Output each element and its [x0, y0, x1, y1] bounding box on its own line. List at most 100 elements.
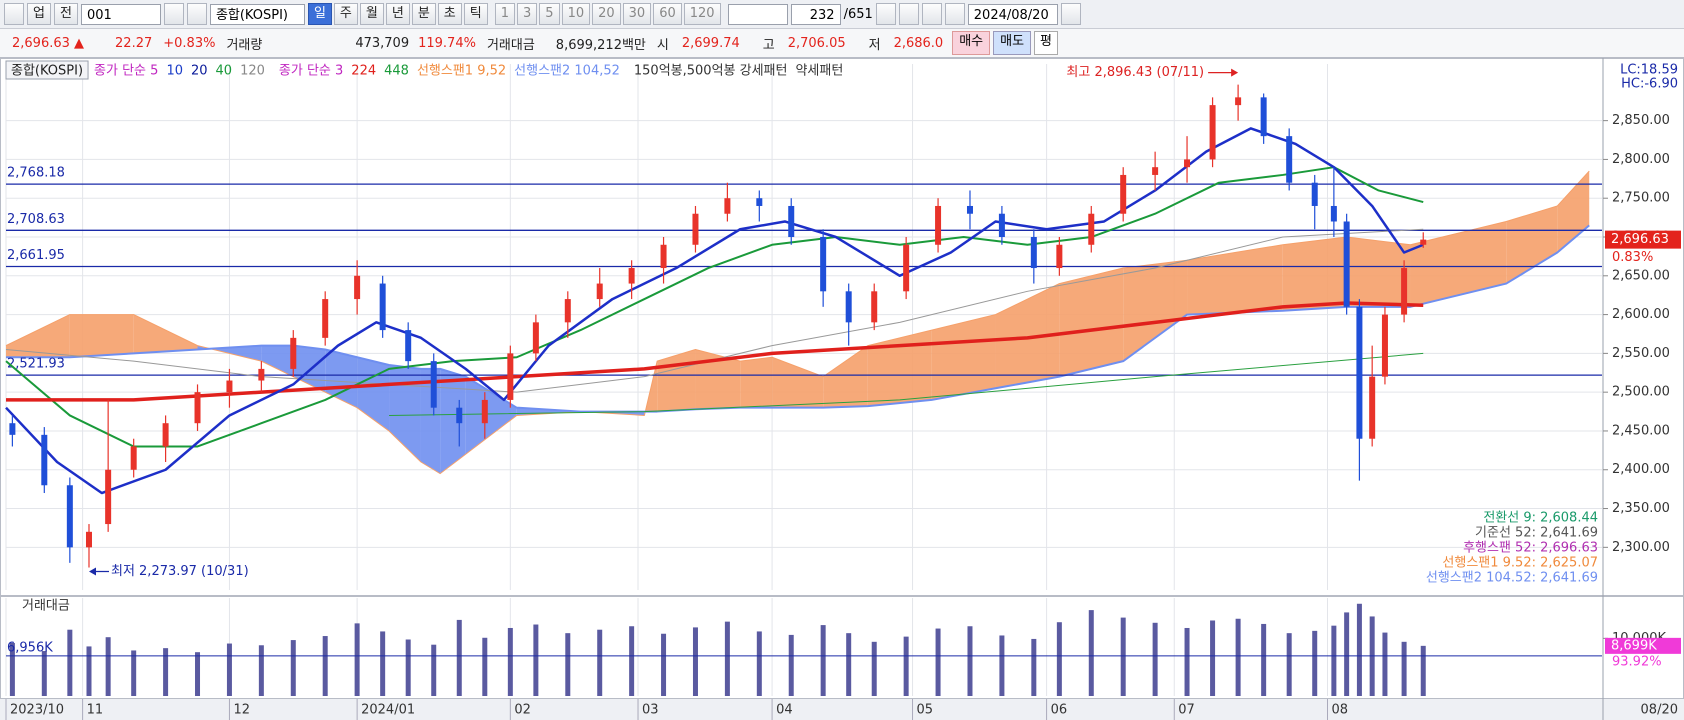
candle-body: [660, 244, 667, 269]
volume-bar: [692, 627, 698, 696]
interval-button[interactable]: 30: [622, 3, 652, 25]
interval-button[interactable]: 5: [539, 3, 560, 25]
volume-bar: [533, 624, 539, 696]
cloud-segment: [440, 368, 466, 474]
candle-body: [430, 361, 437, 408]
menu-icon[interactable]: [4, 3, 24, 25]
volume-bar: [565, 633, 571, 696]
prev-button[interactable]: 전: [53, 3, 78, 25]
label: 시: [656, 37, 669, 53]
sell-button[interactable]: 매도: [993, 31, 1032, 55]
cloud-segment: [1282, 237, 1347, 311]
period-button[interactable]: 주: [333, 3, 358, 25]
volume-bar: [431, 644, 437, 696]
candle-body: [845, 291, 852, 323]
candle-body: [405, 330, 412, 362]
volume-title: 거래대금: [22, 599, 70, 614]
volume-bar: [1210, 620, 1216, 696]
high-arrow-head: [1231, 68, 1239, 77]
volume-bar: [871, 641, 877, 696]
x-tick-label: 2024/01: [361, 703, 415, 718]
settings-icon[interactable]: [944, 3, 965, 25]
legend-item: 종가 단순 3: [279, 64, 343, 79]
cloud-segment: [1187, 244, 1283, 315]
interval-button[interactable]: 120: [683, 3, 721, 25]
volume-ratio: 93.92%: [1612, 654, 1662, 669]
legend-item: 종가 단순 5: [94, 64, 158, 79]
period-button[interactable]: 틱: [463, 3, 488, 25]
volume-bar: [999, 635, 1005, 696]
buy-button[interactable]: 매수: [952, 31, 991, 55]
candle-body: [379, 283, 386, 331]
date-field[interactable]: 2024/08/20: [967, 3, 1058, 25]
volume: 473,709: [355, 35, 410, 51]
candle-body: [724, 198, 731, 214]
candle-body: [935, 205, 942, 245]
blank-field[interactable]: [727, 3, 788, 25]
volume-bar: [1331, 625, 1337, 696]
candle-body: [871, 291, 878, 323]
market-select[interactable]: 업: [27, 3, 51, 25]
save-icon[interactable]: [921, 3, 942, 25]
level-label: 2,521.93: [7, 357, 65, 372]
price: 2,696.63 ▲: [12, 35, 85, 51]
tool-icon[interactable]: [875, 3, 896, 25]
avg-button[interactable]: 평: [1034, 31, 1059, 55]
candle-body: [456, 407, 463, 424]
candle-body: [130, 446, 137, 470]
x-tick-label: 07: [1178, 703, 1195, 718]
candle-body: [1369, 376, 1376, 439]
x-tick-label: 05: [917, 703, 934, 718]
interval-button[interactable]: 1: [494, 3, 515, 25]
x-tick-label: 08: [1331, 703, 1348, 718]
candle-body: [1356, 306, 1363, 439]
moving-average: [389, 352, 1424, 416]
current-pct: 0.83%: [1612, 250, 1653, 265]
candle-body: [354, 275, 361, 300]
volume-bar: [1031, 638, 1037, 696]
volume-bar: [1420, 645, 1426, 696]
date-axis-bg: [0, 699, 1684, 720]
candle-body: [1209, 105, 1216, 160]
y-tick-label: 2,800.00: [1612, 152, 1670, 167]
lc-label: LC:18.59: [1620, 63, 1678, 78]
volume-bar: [1312, 630, 1318, 696]
sound-icon[interactable]: [186, 3, 207, 25]
volume-bar: [67, 629, 73, 696]
x-tick-label: 02: [514, 703, 531, 718]
candle-body: [788, 205, 795, 238]
interval-button[interactable]: 60: [653, 3, 682, 25]
volume-current: 8,699K: [1611, 638, 1657, 653]
candle-body: [258, 368, 265, 381]
candle-body: [226, 380, 233, 393]
volume-bar: [131, 650, 137, 696]
volume-bar: [1235, 618, 1241, 696]
volume-bar: [820, 625, 826, 696]
interval-button[interactable]: 3: [517, 3, 538, 25]
interval-button[interactable]: 10: [561, 3, 591, 25]
level-label: 2,708.63: [7, 212, 65, 227]
volume-bar: [1056, 622, 1062, 696]
high: 2,706.05: [787, 35, 846, 51]
candle-body: [998, 213, 1005, 238]
x-tick-label: 06: [1051, 703, 1068, 718]
calendar-icon[interactable]: [1060, 3, 1081, 25]
count-field[interactable]: 232: [790, 3, 841, 25]
period-button[interactable]: 월: [359, 3, 384, 25]
legend-item: 약세패턴: [795, 64, 843, 79]
candle-body: [596, 283, 603, 300]
label: 거래대금: [486, 37, 535, 53]
tool-icon[interactable]: [898, 3, 919, 25]
cloud-segment: [133, 314, 198, 354]
period-button[interactable]: 초: [437, 3, 462, 25]
interval-button[interactable]: 20: [592, 3, 621, 25]
x-tick-label: 12: [233, 703, 250, 718]
period-button[interactable]: 년: [385, 3, 410, 25]
legend-title-box: [5, 60, 89, 80]
y-tick-label: 2,300.00: [1612, 540, 1670, 555]
period-button[interactable]: 분: [411, 3, 436, 25]
search-icon[interactable]: [163, 3, 184, 25]
code-input[interactable]: 001: [80, 3, 161, 25]
period-button[interactable]: 일: [307, 3, 332, 25]
candle-body: [903, 244, 910, 292]
